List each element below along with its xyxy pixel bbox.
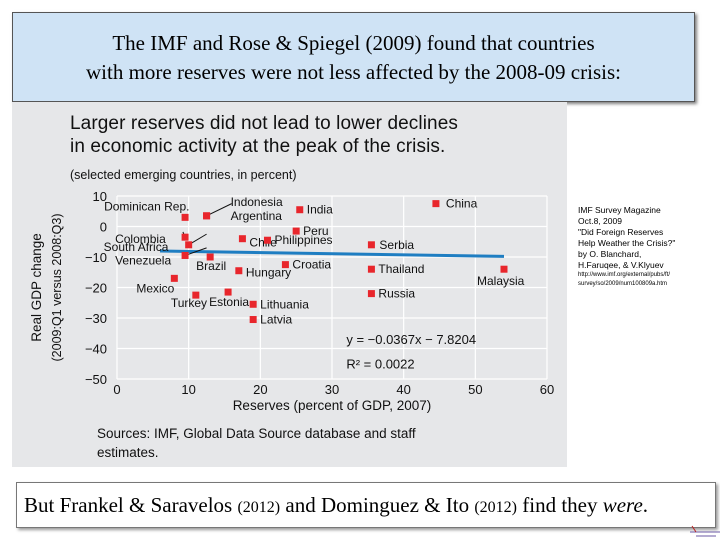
scatter-chart: 10 0 −10 −20 −30 −40 −50 0 10 20 30 40 50 60 Reserves … <box>29 189 554 413</box>
data-point <box>367 241 375 249</box>
regression-equation: y = −0.0367x − 7.8204 <box>346 332 476 347</box>
figure-title-line-1: Larger reserves did not lead to lower de… <box>70 113 458 134</box>
data-point <box>203 212 211 220</box>
data-point <box>500 265 508 273</box>
data-point <box>296 206 304 214</box>
conclusion-text: Dominguez & Ito <box>320 493 475 517</box>
leader-line <box>184 247 207 256</box>
data-point <box>238 235 246 243</box>
figure-panel: 10 0 −10 −20 −30 −40 −50 0 10 20 30 40 50 60 Reserves … <box>12 102 567 467</box>
y-tick-label: −40 <box>85 342 107 357</box>
citation-url-line[interactable]: survey/so/2009/num100809a.htm <box>578 281 668 287</box>
x-tick-label: 0 <box>113 382 120 397</box>
x-tick-label: 30 <box>325 382 339 397</box>
data-point <box>192 291 200 299</box>
citation-url-line[interactable]: http://www.imf.org/external/pubs/ft/ <box>578 272 671 278</box>
figure-title: Larger reserves did not lead to lower de… <box>70 112 458 158</box>
figure-sources: Sources: IMF, Global Data Source databas… <box>97 424 537 462</box>
citation-line: Help Weather the Crisis?" <box>578 238 676 248</box>
point-label: Hungary <box>246 266 291 280</box>
point-label: Turkey <box>171 296 207 310</box>
leader-line <box>206 203 232 217</box>
figure-sources-line-1: Sources: IMF, Global Data Source databas… <box>97 426 416 441</box>
point-label: China <box>446 197 478 211</box>
data-point <box>292 227 300 235</box>
conclusion-emphasis: were <box>602 493 643 517</box>
data-point <box>224 288 232 296</box>
y-axis-label: Real GDP change <box>29 233 44 342</box>
figure-sources-line-2: estimates. <box>97 445 159 460</box>
point-label: Mexico <box>136 281 174 295</box>
regression-r2: R² = 0.0022 <box>346 356 414 371</box>
data-point <box>235 267 243 275</box>
point-label: Philippines <box>275 233 333 247</box>
point-label: Argentina <box>231 209 283 223</box>
x-tick-label: 20 <box>253 382 267 397</box>
conclusion-year: (2012) <box>474 499 517 516</box>
slide-title-line-1: The IMF and Rose & Spiegel (2009) found … <box>112 31 595 55</box>
y-tick-label: −50 <box>85 372 107 387</box>
y-axis-label-secondary: (2009:Q1 versus 2008:Q3) <box>50 214 64 362</box>
data-point <box>181 233 189 241</box>
data-point <box>249 316 257 324</box>
data-point <box>432 200 440 208</box>
point-label: South Africa <box>104 240 169 254</box>
x-tick-label: 40 <box>396 382 410 397</box>
citation-line: by O. Blanchard, <box>578 249 642 259</box>
x-tick-label: 50 <box>468 382 482 397</box>
point-label: India <box>307 203 333 217</box>
x-tick-label: 60 <box>540 382 554 397</box>
y-tick-label: −10 <box>85 250 107 265</box>
point-label: Chile <box>249 236 277 250</box>
point-label: Indonesia <box>231 195 283 209</box>
point-label: Serbia <box>379 238 414 252</box>
data-point <box>249 300 257 308</box>
conclusion-text: But Frankel & Saravelos <box>24 493 238 517</box>
corner-logo <box>690 525 720 537</box>
data-point <box>185 241 193 249</box>
data-point <box>367 290 375 298</box>
slide-title-line-2: with more reserves were not less affecte… <box>86 60 621 84</box>
data-point <box>181 213 189 221</box>
conclusion-box: But Frankel & Saravelos (2012) and Domin… <box>16 482 716 528</box>
data-point <box>367 265 375 273</box>
point-label: Thailand <box>378 262 424 276</box>
citation-line: IMF Survey Magazine <box>578 205 661 215</box>
point-label: Estonia <box>209 295 249 309</box>
citation-line: "Did Foreign Reserves <box>578 227 664 237</box>
slide-title: The IMF and Rose & Spiegel (2009) found … <box>12 12 695 102</box>
citation-line: Oct.8, 2009 <box>578 216 622 226</box>
y-tick-label: 10 <box>93 189 107 204</box>
point-label: Russia <box>378 287 415 301</box>
conclusion-text: . <box>642 493 649 517</box>
data-point <box>206 253 214 261</box>
trend-line <box>159 249 505 258</box>
data-point <box>181 251 189 259</box>
y-tick-label: −30 <box>85 311 107 326</box>
x-tick-label: 10 <box>181 382 195 397</box>
point-label: Brazil <box>196 259 226 273</box>
x-axis-label: Reserves (percent of GDP, 2007) <box>233 398 432 413</box>
point-label: Dominican Rep. <box>104 199 189 213</box>
conclusion-text: and <box>280 493 321 517</box>
figure-subtitle: (selected emerging countries, in percent… <box>70 168 297 182</box>
point-label: Latvia <box>260 313 292 327</box>
y-tick-label: −20 <box>85 281 107 296</box>
y-tick-label: 0 <box>100 220 107 235</box>
point-label: Malaysia <box>477 274 525 288</box>
data-point <box>264 236 271 244</box>
data-point <box>281 261 289 269</box>
citation-line: H.Faruqee, & V.Klyuev <box>578 260 664 270</box>
conclusion-text: find they <box>517 493 603 517</box>
conclusion-year: (2012) <box>237 499 281 516</box>
point-label: Venezuela <box>115 253 171 267</box>
point-label: Colombia <box>115 232 166 246</box>
point-label: Peru <box>303 224 328 238</box>
point-label: Croatia <box>292 258 331 272</box>
data-point <box>170 274 178 282</box>
point-label: Lithuania <box>260 297 309 311</box>
citation-note: IMF Survey Magazine Oct.8, 2009 "Did For… <box>578 205 713 305</box>
figure-title-line-2: in economic activity at the peak of the … <box>70 136 446 157</box>
